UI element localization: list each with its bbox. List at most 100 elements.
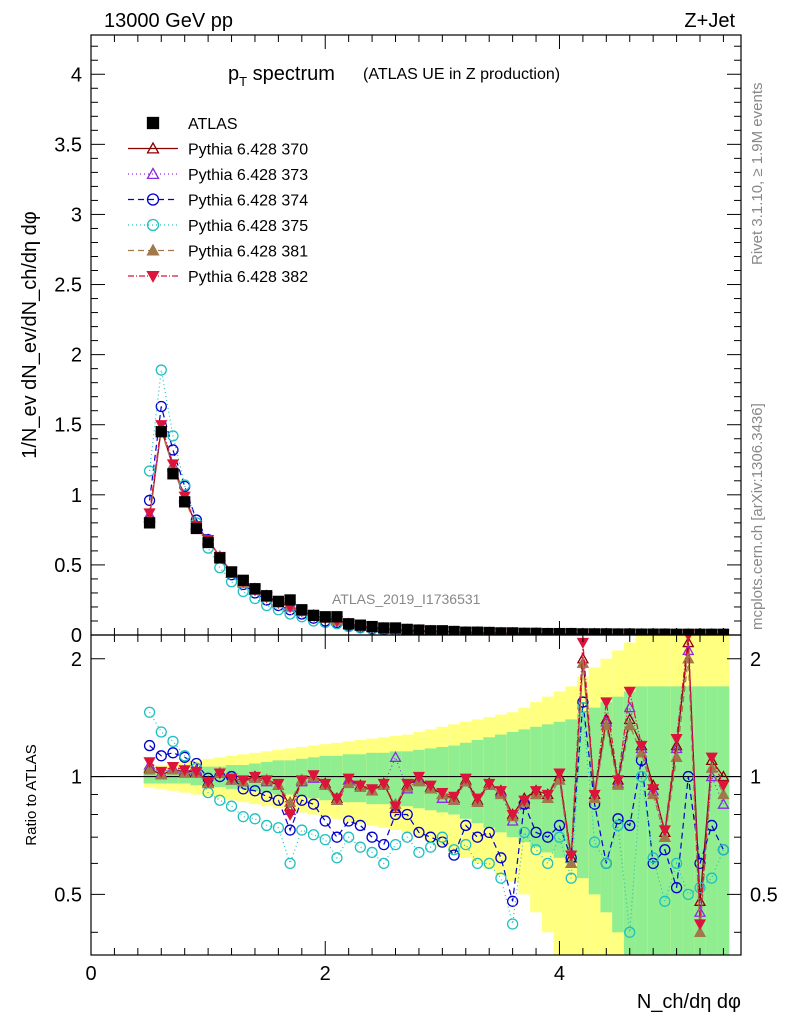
ratio-point — [530, 826, 542, 839]
band-inner-bin — [647, 686, 660, 955]
ratio-point — [706, 872, 718, 884]
ratio-point — [436, 831, 449, 843]
ratio-point — [506, 918, 519, 930]
ratio-point — [459, 773, 472, 785]
ratio-point — [588, 789, 601, 801]
data-point — [518, 627, 530, 635]
ratio-point — [307, 798, 320, 810]
ratio-point — [343, 815, 355, 827]
ratio-point — [225, 800, 238, 812]
series-line — [148, 427, 724, 635]
data-point — [319, 611, 331, 623]
data-point — [155, 426, 167, 438]
data-point — [401, 623, 413, 635]
ratio-point — [261, 819, 273, 832]
data-point — [167, 430, 179, 442]
ratio-point — [635, 746, 648, 758]
data-point — [448, 625, 460, 635]
ratio-point — [261, 790, 273, 803]
data-point — [249, 583, 261, 595]
ratio-point — [307, 770, 320, 782]
ratio-point — [225, 773, 238, 785]
data-point — [166, 459, 180, 471]
ratio-point — [448, 849, 460, 861]
ratio-point — [612, 813, 624, 825]
data-point — [237, 574, 249, 586]
ratio-point — [237, 810, 249, 823]
ratio-point — [447, 791, 461, 803]
legend-marker — [146, 243, 160, 256]
ratio-point — [272, 778, 285, 790]
ratio-point — [354, 780, 367, 792]
ratio-point — [319, 778, 332, 790]
data-point — [202, 536, 214, 549]
x-tick-label: 2 — [320, 963, 331, 985]
ratio-point — [202, 777, 215, 789]
ratio-series-group — [143, 635, 730, 938]
y-tick-label: 0 — [71, 625, 82, 647]
legend-entry: Pythia 6.428 381 — [128, 244, 308, 261]
ratio-point — [600, 719, 613, 731]
ratio-point — [412, 771, 426, 783]
ratio-point — [624, 926, 636, 938]
data-point — [378, 622, 390, 634]
ratio-point — [518, 795, 531, 807]
y-tick-label: 4 — [71, 64, 82, 86]
y-tick-label: 1 — [71, 485, 82, 507]
ratio-point — [705, 761, 718, 773]
ratio-point — [506, 809, 519, 821]
band-inner-bin — [518, 729, 531, 843]
ratio-point — [283, 795, 297, 807]
band-inner-bin — [471, 740, 484, 824]
data-point — [155, 420, 168, 432]
ratio-point — [331, 831, 343, 843]
data-point — [331, 611, 343, 623]
ratio-point — [623, 686, 636, 698]
ratio-series-4 — [143, 702, 730, 938]
ratio-point — [542, 831, 554, 843]
ratio-point — [705, 770, 718, 782]
ratio-point — [542, 857, 554, 870]
ratio-point — [354, 819, 367, 832]
data-point — [588, 628, 601, 635]
data-point — [424, 625, 437, 635]
legend-marker — [146, 167, 160, 180]
data-point — [225, 566, 238, 578]
ratio-point — [413, 846, 425, 859]
y-tick-label: 2.5 — [54, 275, 82, 297]
legend-entry: Pythia 6.428 370 — [128, 142, 308, 159]
band-inner-bin — [670, 686, 683, 955]
data-point — [495, 627, 507, 635]
main-title: pT spectrum — [228, 63, 335, 89]
band-inner-bin — [424, 748, 437, 811]
legend-label: Pythia 6.428 382 — [188, 269, 308, 286]
data-point — [272, 595, 285, 608]
ratio-y-tick-label: 0.5 — [54, 884, 82, 906]
ratio-y-tick-label: 2 — [71, 649, 82, 671]
main-y-axis-label: 1/N_ev dN_ev/dN_ch/dη dφ — [19, 211, 41, 459]
band-inner-bin — [635, 686, 648, 955]
ratio-point — [155, 750, 167, 762]
legend-marker — [146, 116, 160, 130]
ratio-point — [389, 801, 402, 813]
ratio-point — [166, 762, 180, 774]
data-point — [542, 627, 554, 635]
y-tick-label: 3 — [71, 204, 82, 226]
legend-entry: Pythia 6.428 375 — [128, 218, 308, 235]
ratio-point — [494, 786, 508, 798]
data-point — [179, 479, 191, 491]
ratio-point — [682, 888, 694, 901]
ratio-point — [272, 794, 285, 806]
ratio-point — [179, 750, 191, 762]
ratio-point — [365, 784, 379, 796]
ratio-y-tick-label-right: 0.5 — [750, 884, 778, 906]
band-inner-bin — [272, 760, 285, 795]
ratio-point — [694, 857, 706, 870]
data-point — [143, 517, 156, 529]
band-inner-bin — [284, 760, 296, 795]
ratio-point — [260, 775, 273, 787]
y-tick-label: 3.5 — [54, 134, 82, 156]
band-inner-bin — [389, 751, 402, 807]
ratio-point — [401, 778, 414, 790]
